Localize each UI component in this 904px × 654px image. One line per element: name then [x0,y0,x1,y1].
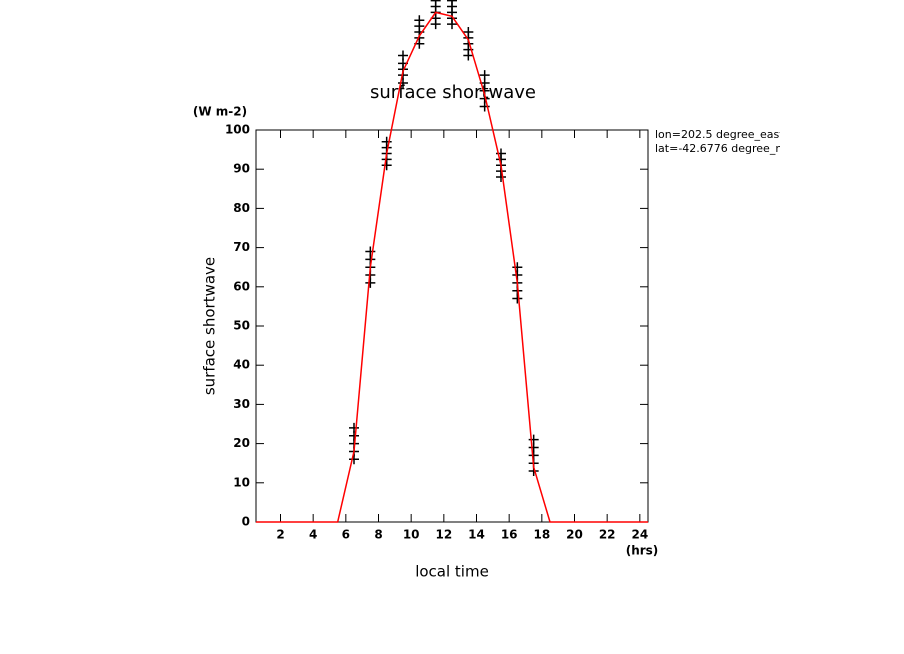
annotation: lon=202.5 degree_east [655,128,784,141]
marker [381,136,392,147]
x-axis-label: local time [415,563,489,581]
marker [365,246,376,257]
x-tick-label: 14 [468,528,485,542]
y-axis-label: surface shortwave [201,257,219,395]
plot-frame [255,129,649,523]
x-tick-label: 24 [631,528,648,542]
marker [528,434,539,445]
x-tick-label: 8 [374,528,382,542]
y-tick-label: 70 [233,240,250,254]
y-tick-label: 100 [225,123,250,137]
x-tick-label: 16 [501,528,518,542]
x-tick-label: 20 [566,528,583,542]
y-tick-label: 50 [233,319,250,333]
y-tick-label: 90 [233,162,250,176]
chart-title: surface shortwave [370,82,536,103]
x-tick-label: 10 [403,528,420,542]
y-tick-label: 20 [233,436,250,450]
y-tick-label: 30 [233,397,250,411]
marker [430,0,441,6]
x-tick-label: 18 [533,528,550,542]
annotation: lat=-42.6776 degree_north [655,142,805,155]
marker [512,262,523,273]
y-tick-label: 10 [233,475,250,489]
marker [463,27,474,37]
marker [398,50,408,61]
x-tick-label: 2 [276,528,284,542]
x-tick-label: 22 [599,528,616,542]
y-tick-label: 40 [233,358,250,372]
marker [414,15,425,26]
y-tick-label: 0 [242,515,250,529]
annotations: lon=202.5 degree_east lat=-42.6776 degre… [655,128,805,155]
marker [349,422,359,433]
y-tick-label: 60 [233,279,250,293]
y-units: (W m-2) [193,105,247,119]
marker [447,0,457,6]
x-units: (hrs) [626,544,659,558]
series-line [256,11,648,523]
x-tick-label: 6 [342,528,350,542]
x-tick-label: 12 [435,528,452,542]
x-tick-label: 4 [309,528,317,542]
marker [479,70,490,81]
y-tick-label: 80 [233,201,250,215]
